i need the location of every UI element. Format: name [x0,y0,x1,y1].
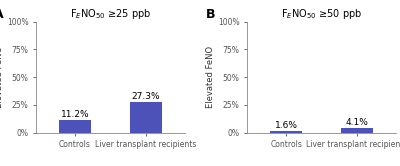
Text: 1.6%: 1.6% [275,121,298,130]
Y-axis label: Elevated FeNO: Elevated FeNO [206,46,215,108]
Title: F$_E$NO$_{50}$ ≥50 ppb: F$_E$NO$_{50}$ ≥50 ppb [281,7,362,21]
Title: F$_E$NO$_{50}$ ≥25 ppb: F$_E$NO$_{50}$ ≥25 ppb [70,7,151,21]
Bar [59,120,91,133]
Bar [130,102,162,133]
Bar [270,131,302,133]
Text: 4.1%: 4.1% [346,118,368,127]
Text: 11.2%: 11.2% [61,110,89,119]
Text: 27.3%: 27.3% [132,92,160,101]
Y-axis label: Elevated FeNO: Elevated FeNO [0,46,4,108]
Bar [341,128,373,133]
Text: B: B [206,8,215,21]
Text: A: A [0,8,4,21]
